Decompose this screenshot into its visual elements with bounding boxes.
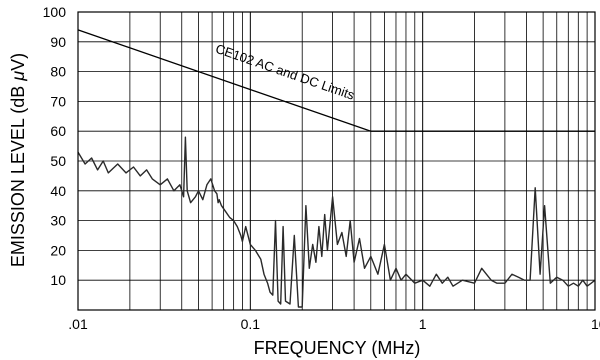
- y-tick-label: 20: [50, 242, 66, 258]
- y-tick-label: 70: [50, 93, 66, 109]
- x-tick-label: 0.1: [241, 316, 261, 332]
- y-tick-label: 10: [50, 272, 66, 288]
- y-axis-title-suffix: V): [8, 53, 28, 71]
- limit-line: [77, 29, 595, 132]
- x-tick-labels: .01 0.1 1 10: [68, 316, 600, 332]
- y-tick-label: 40: [50, 183, 66, 199]
- x-axis-title: FREQUENCY (MHz): [254, 338, 421, 358]
- y-tick-labels: 10 20 30 40 50 60 70 80 90 100: [43, 4, 67, 288]
- x-tick-label: 1: [419, 316, 427, 332]
- y-tick-label: 30: [50, 213, 66, 229]
- y-axis-title-mu: μ: [8, 71, 28, 82]
- y-axis-title: EMISSION LEVEL (dB μV): [8, 53, 28, 267]
- plot-frame: [77, 11, 596, 311]
- emission-series-line: [77, 136, 596, 308]
- x-tick-label: .01: [68, 316, 88, 332]
- y-tick-label: 80: [50, 64, 66, 80]
- x-tick-label: 10: [591, 316, 600, 332]
- grid-layer: [78, 12, 595, 310]
- y-tick-label: 90: [50, 34, 66, 50]
- y-axis-title-prefix: EMISSION LEVEL (dB: [8, 81, 28, 267]
- y-tick-label: 100: [43, 4, 67, 20]
- y-tick-label: 60: [50, 123, 66, 139]
- y-tick-label: 50: [50, 153, 66, 169]
